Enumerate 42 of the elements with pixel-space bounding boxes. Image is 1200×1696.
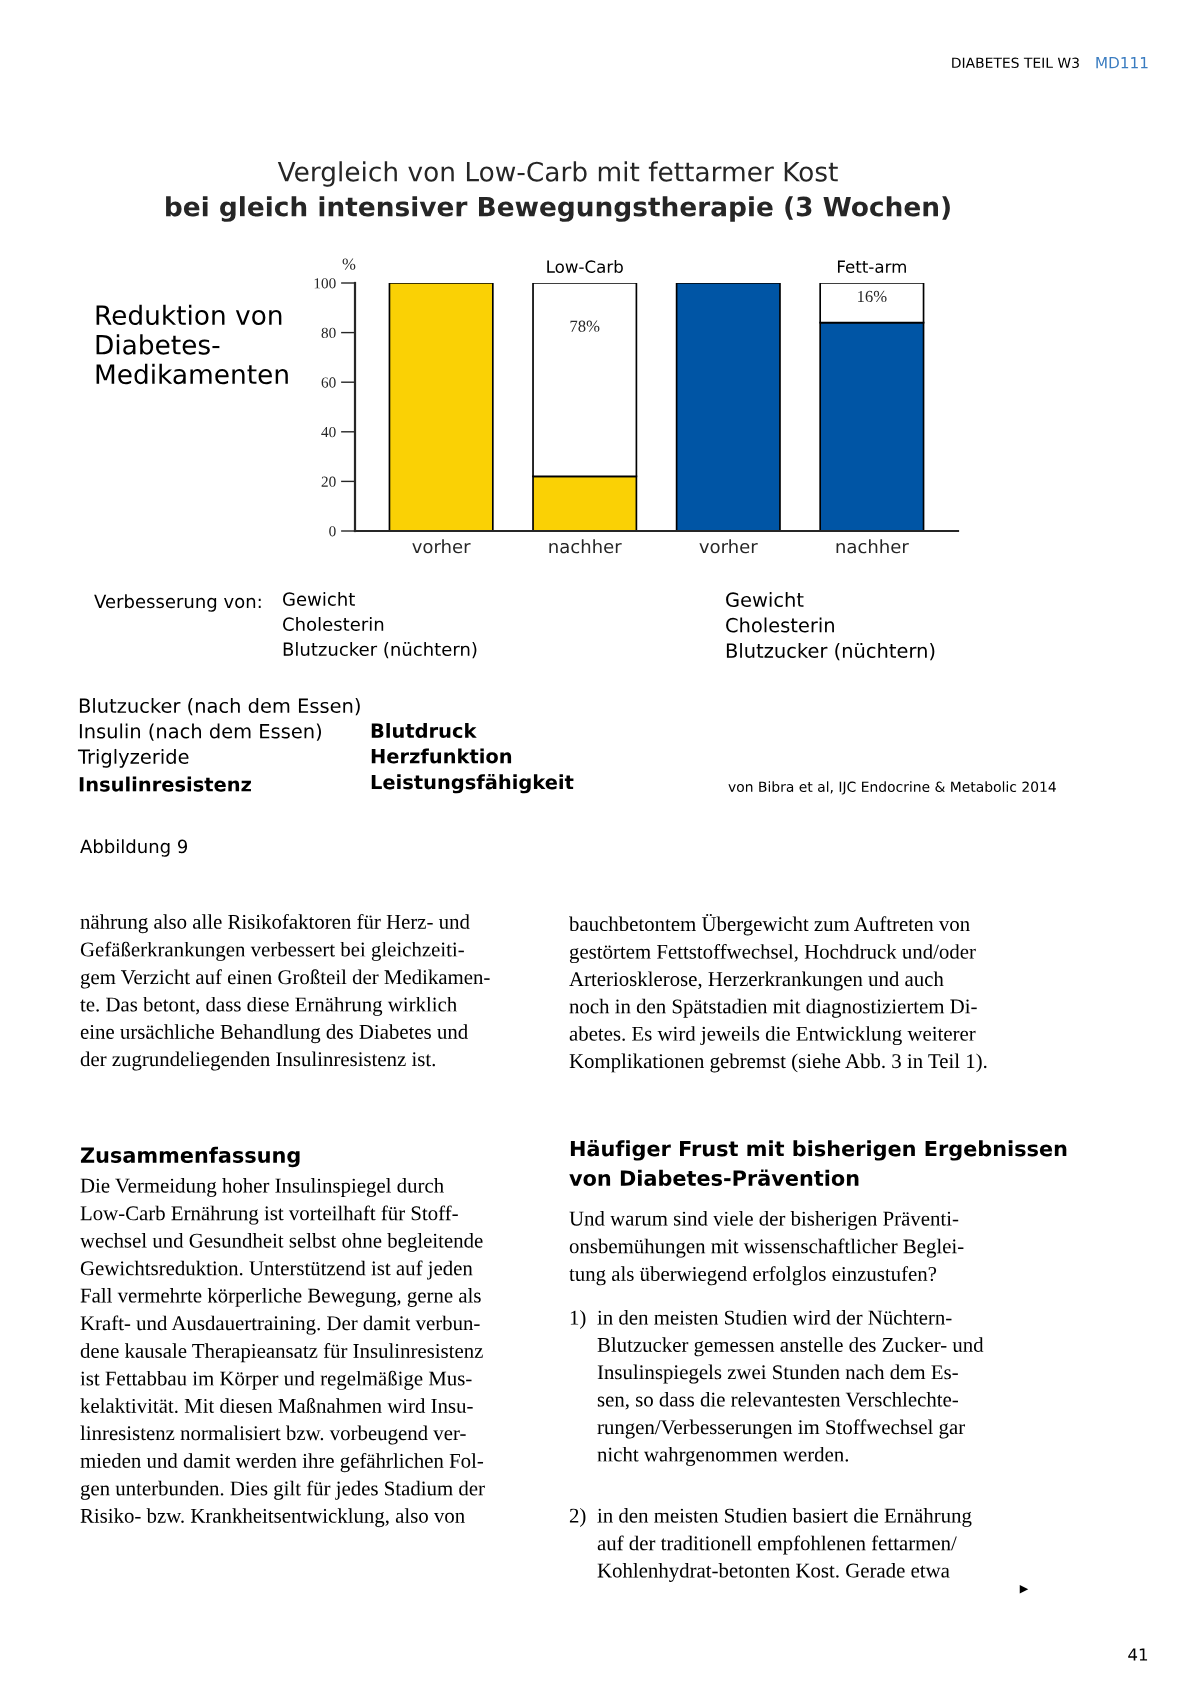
text: Und warum sind viele der bisherigen Präventi- onsbemühungen mit wissenschaftlicher Beglei- tung als überwiegend erfolglos einzustufen? [569, 1211, 964, 1286]
text: 1) [570, 1310, 586, 1329]
chart-subtitle: bei gleich intensiver Bewegungstherapie (3 Wochen) [166, 196, 950, 222]
y-tick-label: 100 [314, 278, 336, 289]
text: Fett-arm [837, 260, 906, 273]
text: Insulinresistenz [79, 776, 251, 792]
text: Verbesserung von: [94, 594, 261, 612]
x-tick-label: vorher [699, 539, 758, 554]
text: von Bibra et al, IJC Endocrine & Metabolic 2014 [728, 781, 1056, 795]
y-tick-label: 40 [321, 426, 336, 438]
x-tick-label: vorher [412, 539, 471, 554]
text: in den meisten Studien basiert die Ernährung auf der traditionell empfohlenen fettarmen/ Kohlenhydrat-betonten Kost. Gerade etwa [597, 1508, 972, 1582]
bar [388, 283, 494, 531]
data-label: 78% [570, 320, 600, 332]
text: ▶ [1019, 1584, 1029, 1594]
text: in den meisten Studien wird der Nüchtern- Blutzucker gemessen anstelle des Zucker- und Insulinspiegels zwei Stunden nach dem Es- sen, so dass die relevantesten Verschlechte- rungen/Verbesserungen im Stoffwechsel gar nicht wahrgenommen werden. [597, 1310, 984, 1466]
text: Gewicht Cholesterin Blutzucker (nüchtern) [726, 592, 935, 661]
text: Gewicht Cholesterin Blutzucker (nüchtern) [283, 592, 477, 659]
text: Häufiger Frust mit bisherigen Ergebnissen von Diabetes-Prävention [569, 1140, 1067, 1186]
text: Blutzucker (nach dem Essen) Insulin (nach dem Essen) Triglyzeride [77, 698, 360, 768]
text: 2) [569, 1508, 586, 1527]
text: Zusammenfassung [80, 1146, 300, 1168]
text: 41 [1128, 1648, 1148, 1661]
text: Reduktion von Diabetes- Medikamenten [96, 304, 288, 385]
text: MD111 [1096, 57, 1148, 69]
y-tick-label: 0 [329, 526, 336, 537]
y-tick-label: 60 [321, 377, 336, 388]
text: Abbildung 9 [80, 839, 188, 857]
text: bauchbetontem Übergewicht zum Auftreten von gestörtem Fettstoffwechsel, Hochdruck und/oder Arteriosklerose, Herzerkrankungen und auch noch in den Spätstadien mit diagnostiziertem Di- abetes. Es wird jeweils die Entwicklung weiterer Komplikationen gebremst (siehe Abb. 3 in Teil 1). [569, 914, 987, 1073]
text: DIABETES TEIL W3 [952, 57, 1079, 69]
y-axis-title: % [342, 258, 356, 270]
text: nährung also alle Risikofaktoren für Herz- und Gefäßerkrankungen verbessert bei gleichzeiti- gem Verzicht auf einen Großteil der Medikamen- te. Das betont, dass diese Ernährung wirklich eine ursächliche Behandlung des Diabetes und der zugrundeliegenden Insulinresistenz ist. [80, 914, 490, 1071]
text: Blutdruck Herzfunktion Leistungsfähigkeit [371, 723, 574, 794]
chart-title: Vergleich von Low-Carb mit fettarmer Kost [277, 161, 838, 187]
y-tick-label: 20 [321, 476, 336, 487]
x-tick-label: nachher [836, 539, 909, 554]
x-tick-label: nachher [549, 539, 622, 554]
text: Die Vermeidung hoher Insulinspiegel durch Low-Carb Ernährung ist vorteilhaft für Stoff- wechsel und Gesundheit selbst ohne begleitende Gewichtsreduktion. Unterstützend ist auf jeden Fall vermehrte körperliche Bewegung, gerne als Kraft- und Ausdauertraining. Der damit verbun- dene kausale Therapieansatz für Insulinresistenz ist Fettabbau im Körper und regelmäßige Mus- kelaktivität. Mit diesen Maßnahmen wird Insu- linresistenz normalisiert bzw. vorbeugend ver- mieden und damit werden ihre gefährlichen Fol- gen unterbunden. Dies gilt für jedes Stadium der Risiko- bzw. Krankheitsentwicklung, also von [80, 1178, 485, 1528]
bar [675, 283, 781, 531]
text: Low-Carb [547, 260, 623, 273]
data-label: 16% [858, 290, 887, 303]
y-tick-label: 80 [321, 327, 336, 339]
